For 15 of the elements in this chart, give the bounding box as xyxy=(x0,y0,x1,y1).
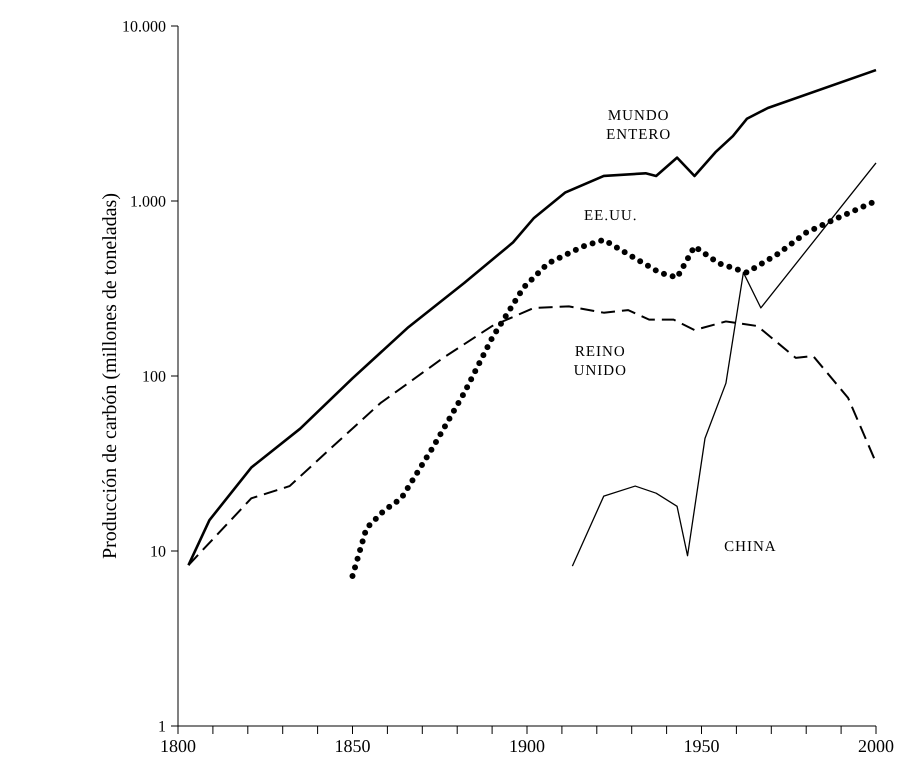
x-tick-label: 1900 xyxy=(509,736,545,756)
series-label: MUNDO ENTERO xyxy=(606,108,672,143)
y-tick-label: 100 xyxy=(142,368,166,386)
y-tick-label: 10.000 xyxy=(122,18,166,36)
series-label: EE.UU. xyxy=(584,208,638,224)
y-axis-title: Producción de carbón (millones de toneladas) xyxy=(99,193,121,559)
y-tick-label: 1 xyxy=(158,718,166,736)
text: REINO UNIDO xyxy=(574,344,627,379)
y-tick-label: 10 xyxy=(150,544,166,561)
text: CHINA xyxy=(724,539,777,555)
x-tick-label: 2000 xyxy=(858,736,894,756)
x-tick-label: 1950 xyxy=(684,736,720,756)
x-tick-label: 1800 xyxy=(160,736,196,756)
x-tick-label: 1850 xyxy=(334,736,370,756)
y-tick-label: 1.000 xyxy=(130,194,166,211)
